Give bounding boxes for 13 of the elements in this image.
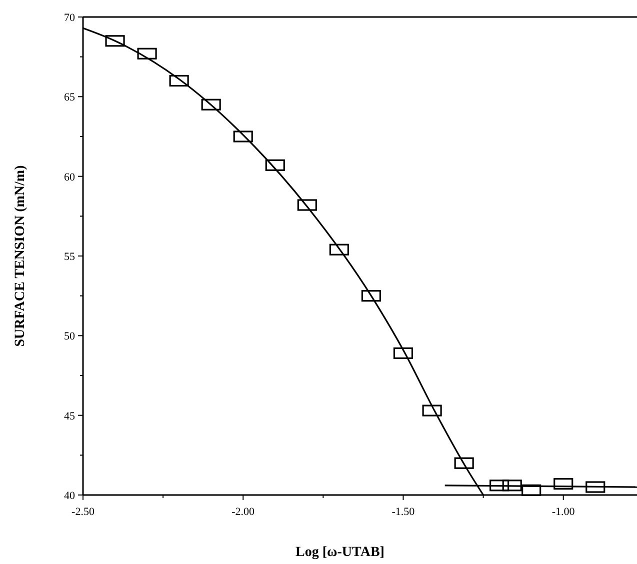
x-tick-label: -2.00 — [232, 506, 256, 518]
x-tick-label: -1.00 — [552, 506, 576, 518]
y-tick-label: 45 — [64, 410, 76, 422]
y-axis-title: SURFACE TENSION (mN/m) — [13, 164, 28, 347]
y-tick-label: 70 — [64, 12, 76, 24]
x-tick-label: -2.50 — [72, 506, 95, 518]
y-tick-label: 60 — [64, 171, 76, 184]
x-tick-label: -1.50 — [392, 506, 416, 518]
y-tick-label: 40 — [64, 490, 76, 502]
y-tick-label: 55 — [64, 251, 76, 263]
x-axis-title: Log [ω-UTAB] — [296, 545, 384, 560]
y-tick-label: 50 — [64, 330, 76, 343]
y-tick-label: 65 — [64, 92, 76, 104]
